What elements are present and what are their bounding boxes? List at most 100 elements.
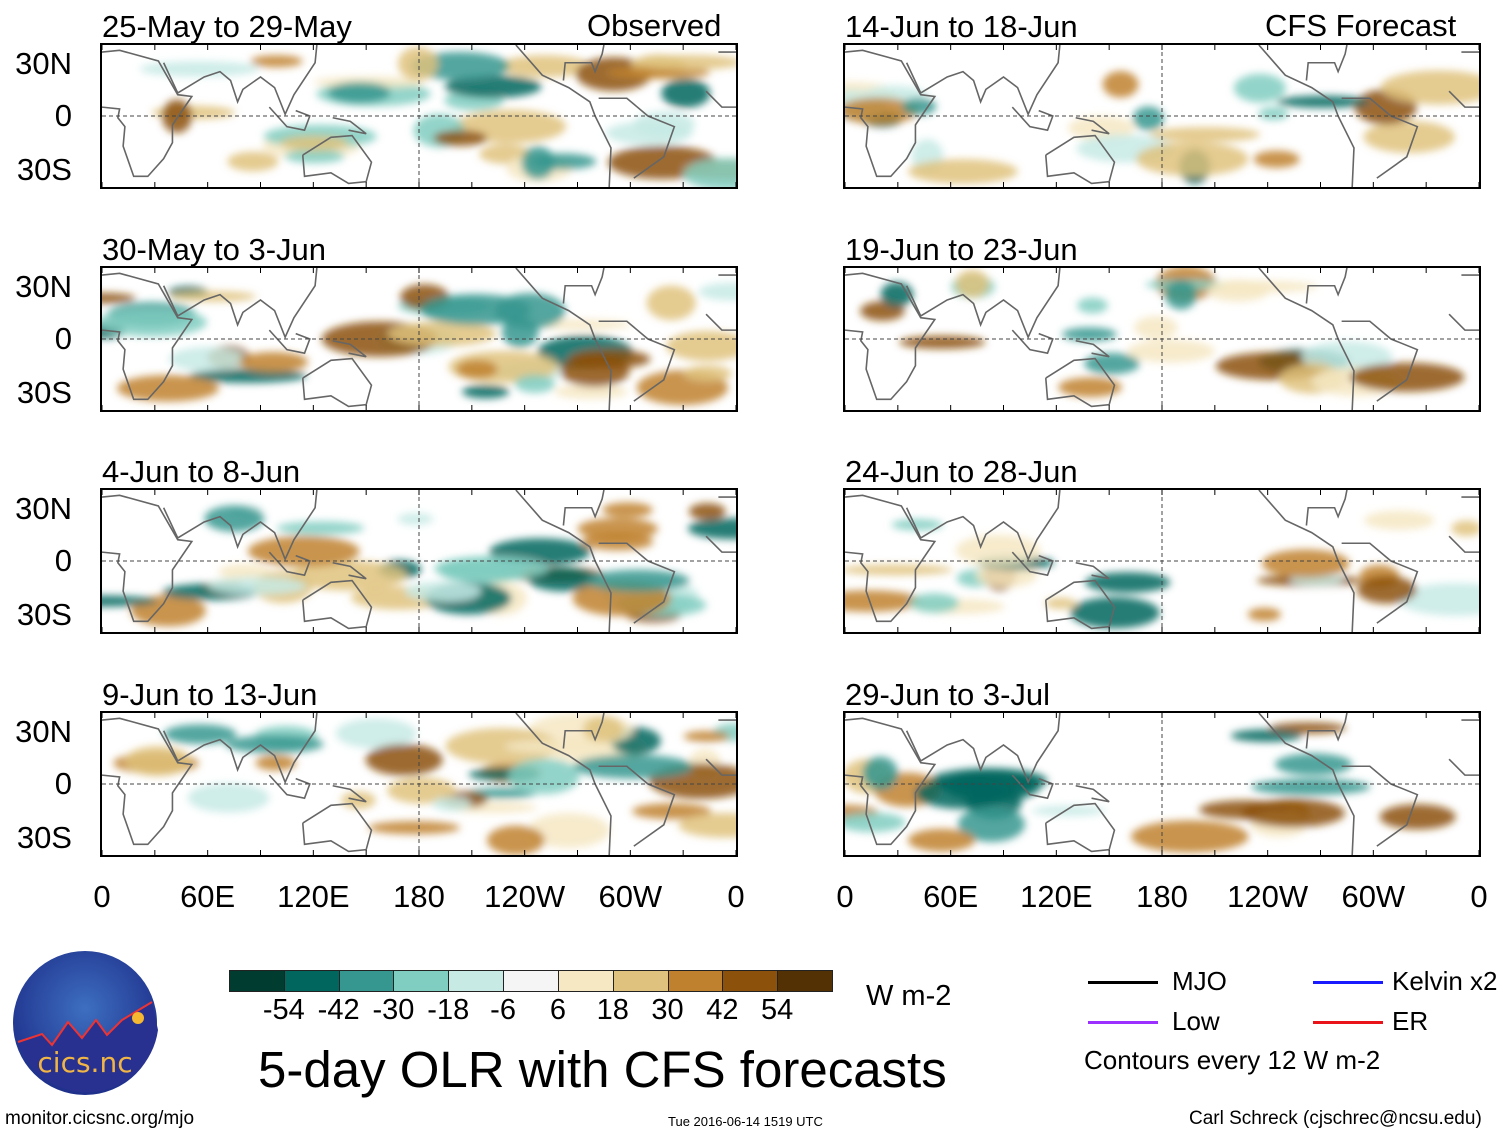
lon-label: 60W: [1341, 879, 1406, 914]
olr-anomaly-blob: [139, 61, 260, 77]
coastline: [162, 490, 318, 562]
coastline: [515, 713, 612, 855]
olr-anomaly-blob: [368, 821, 460, 835]
map-panel: [843, 43, 1481, 189]
lon-label: 120W: [484, 879, 566, 914]
timestamp: Tue 2016-06-14 1519 UTC: [668, 1114, 823, 1129]
coastline: [1305, 45, 1348, 81]
colorbar-label: -54: [262, 994, 305, 1026]
coastline: [102, 494, 194, 623]
coastline: [332, 561, 367, 580]
olr-anomaly-blob: [1356, 575, 1417, 604]
coastline: [598, 765, 676, 847]
coastline: [905, 713, 1061, 785]
olr-anomaly-blob: [1084, 572, 1171, 593]
coastline: [705, 758, 736, 776]
olr-anomaly-blob: [880, 281, 914, 307]
olr-anomaly-blob: [432, 796, 472, 812]
figure-title: 5-day OLR with CFS forecasts: [258, 1041, 947, 1098]
lon-label: 180: [393, 879, 445, 914]
coastline: [301, 802, 373, 853]
olr-anomaly-blob: [1206, 279, 1270, 302]
lat-label: 30N: [15, 46, 72, 81]
coastline: [705, 90, 736, 108]
olr-anomaly-blob: [845, 564, 953, 576]
coastline: [1448, 758, 1479, 776]
olr-anomaly-blob: [102, 292, 136, 304]
olr-anomaly-blob: [207, 577, 307, 595]
panel-title: 9-Jun to 13-Jun: [102, 677, 318, 712]
coastline: [301, 579, 373, 630]
coastline: [598, 97, 676, 179]
olr-anomaly-blob: [1233, 73, 1286, 103]
coastline: [1011, 774, 1054, 800]
olr-anomaly-blob: [955, 534, 1041, 567]
coastline: [1075, 339, 1110, 358]
forecast-header: CFS Forecast: [1265, 8, 1457, 43]
lat-label: 30S: [16, 375, 72, 410]
olr-anomaly-blob: [845, 97, 919, 125]
map-panel: [100, 711, 738, 857]
olr-anomaly-blob: [420, 293, 531, 326]
olr-anomaly-blob: [909, 593, 959, 613]
olr-anomaly-blob: [461, 385, 510, 399]
coastline: [1075, 116, 1110, 135]
olr-anomaly-blob: [1058, 377, 1122, 398]
olr-anomaly-blob: [335, 718, 417, 749]
lon-label: 60E: [180, 879, 236, 914]
colorbar-label: -42: [317, 994, 360, 1026]
olr-anomaly-blob: [1132, 106, 1164, 131]
coastline: [332, 339, 367, 358]
olr-anomaly-blob: [957, 806, 1025, 843]
lat-label: 30S: [16, 152, 72, 187]
coastline: [332, 784, 367, 803]
olr-anomaly-blob: [498, 55, 591, 78]
coastline: [162, 268, 318, 340]
olr-anomaly-blob: [1164, 279, 1198, 310]
olr-anomaly-blob: [678, 812, 736, 838]
olr-anomaly-blob: [975, 563, 1038, 588]
coastline: [1305, 490, 1348, 526]
olr-anomaly-blob: [445, 728, 560, 765]
olr-anomaly-blob: [225, 735, 324, 754]
coastline: [562, 268, 605, 304]
panel-title: 19-Jun to 23-Jun: [845, 232, 1078, 267]
coastline: [1258, 45, 1355, 187]
olr-anomaly-blob: [1363, 121, 1455, 153]
olr-anomaly-blob: [666, 330, 736, 362]
olr-anomaly-blob: [1102, 71, 1139, 98]
olr-anomaly-blob: [527, 812, 610, 849]
coastline: [1075, 561, 1110, 580]
olr-anomaly-blob: [530, 153, 597, 170]
olr-anomaly-blob: [1379, 804, 1456, 830]
olr-anomaly-blob: [1397, 582, 1479, 616]
legend-kelvin-label: Kelvin x2: [1392, 966, 1498, 996]
legend-low-label: Low: [1172, 1006, 1220, 1036]
coastline: [598, 542, 676, 624]
olr-anomaly-blob: [1241, 799, 1346, 828]
coastline: [162, 713, 318, 785]
olr-anomaly-field: [139, 46, 736, 187]
colorbar-label: 30: [651, 994, 684, 1026]
source-url[interactable]: monitor.cicsnc.org/mjo: [5, 1108, 195, 1129]
coastline: [1341, 765, 1419, 847]
lat-label: 30S: [16, 597, 72, 632]
logo-text: cics.nc: [37, 1046, 132, 1079]
olr-anomaly-blob: [1258, 106, 1289, 121]
olr-anomaly-blob: [1149, 127, 1261, 142]
coastline: [515, 490, 612, 632]
coastline: [1448, 90, 1479, 108]
olr-anomaly-blob: [404, 581, 482, 602]
olr-anomaly-field: [845, 722, 1456, 853]
coastline: [1341, 97, 1419, 179]
colorbar-swatch: [393, 970, 450, 992]
colorbar-swatch: [722, 970, 779, 992]
map-panel: [843, 266, 1481, 412]
coastline: [562, 490, 605, 526]
coastline: [905, 490, 1061, 562]
olr-anomaly-blob: [683, 157, 736, 187]
colorbar-label: 42: [706, 994, 739, 1026]
olr-anomaly-field: [845, 510, 1479, 629]
coastline: [1075, 784, 1110, 803]
coastline: [162, 45, 318, 117]
